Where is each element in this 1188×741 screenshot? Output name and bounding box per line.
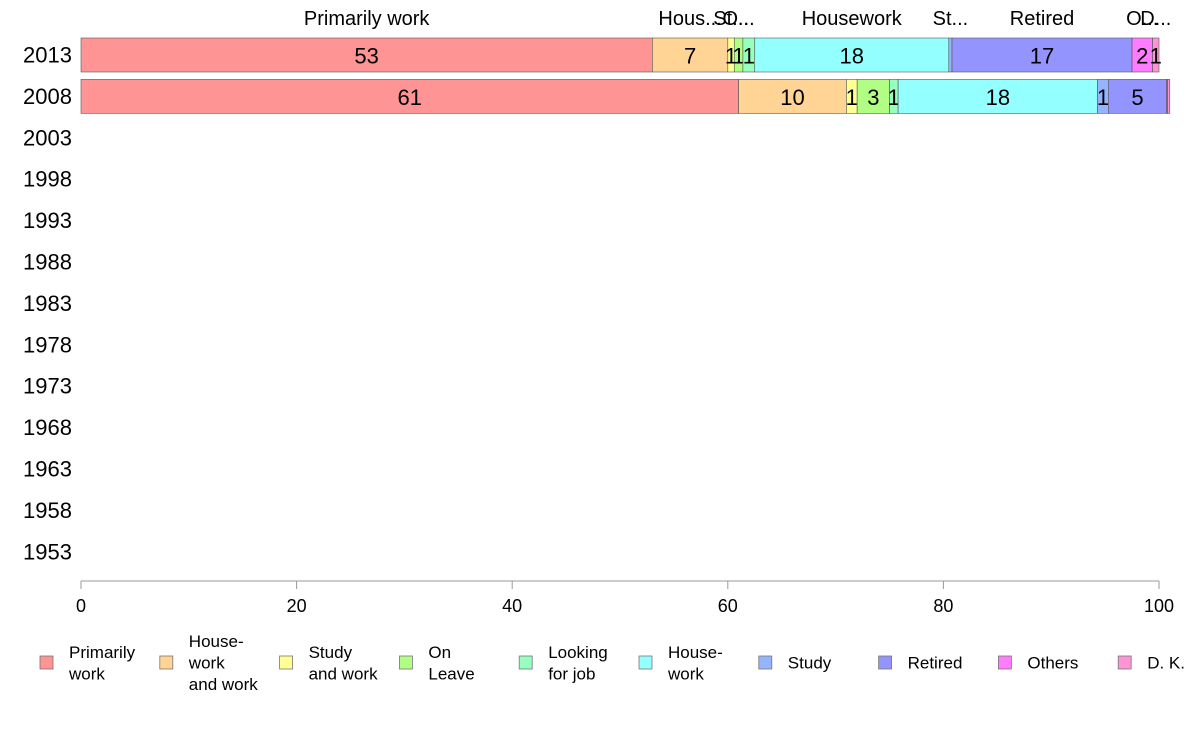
- legend-swatch: [1117, 655, 1132, 670]
- legend-label: and work: [309, 664, 378, 683]
- y-tick-label: 1983: [23, 291, 72, 316]
- legend-label: work: [188, 654, 225, 673]
- series-top-label: Housework: [802, 8, 903, 30]
- series-top-label: St...: [933, 8, 969, 30]
- bar-segment: [1167, 79, 1171, 114]
- bar-segment: [80, 37, 653, 73]
- bar-value-label: 1: [888, 85, 900, 110]
- bar-value-label: 10: [780, 85, 804, 110]
- bar-segment: [951, 37, 1133, 73]
- x-tick-label: 0: [76, 596, 86, 616]
- legend-label: Primarily: [69, 643, 136, 662]
- legend-label: work: [68, 664, 105, 683]
- y-tick-label: 2013: [23, 43, 72, 68]
- legend-swatch: [758, 655, 773, 670]
- series-top-label: Primarily work: [304, 8, 431, 30]
- legend-label: House-: [189, 632, 244, 651]
- bar-segment: [80, 79, 739, 114]
- legend-label: Retired: [908, 654, 963, 673]
- bar-value-label: 1: [1150, 44, 1162, 69]
- legend-swatch: [159, 655, 174, 670]
- legend-label: D. K.: [1147, 654, 1185, 673]
- y-tick-label: 1963: [23, 457, 72, 482]
- legend-label: Study: [309, 643, 353, 662]
- y-tick-label: 1958: [23, 498, 72, 523]
- bar-segment: [754, 37, 950, 73]
- legend-label: work: [667, 664, 704, 683]
- legend-label: Study: [788, 654, 832, 673]
- series-top-label: St...: [713, 8, 749, 30]
- bar-value-label: 17: [1030, 44, 1054, 69]
- bar-value-label: 3: [867, 85, 879, 110]
- x-tick-label: 40: [502, 596, 522, 616]
- legend-swatch: [39, 655, 54, 670]
- bar-value-label: 1: [1097, 85, 1109, 110]
- bar-value-label: 61: [398, 85, 422, 110]
- y-tick-label: 1978: [23, 332, 72, 357]
- y-tick-label: 1968: [23, 415, 72, 440]
- bar-value-label: 1: [846, 85, 858, 110]
- legend-label: House-: [668, 643, 723, 662]
- legend-label: On: [428, 643, 451, 662]
- bar-value-label: 1: [732, 44, 744, 69]
- series-top-label: O...: [722, 8, 754, 30]
- bar-value-label: 5: [1131, 85, 1143, 110]
- legend-label: Others: [1027, 654, 1078, 673]
- y-tick-label: 1993: [23, 208, 72, 233]
- series-top-label: Retired: [1010, 8, 1074, 30]
- bar-value-label: 1: [743, 44, 755, 69]
- x-tick-label: 100: [1144, 596, 1174, 616]
- bar-value-label: 18: [840, 44, 864, 69]
- bar-value-label: 7: [684, 44, 696, 69]
- x-tick-label: 80: [933, 596, 953, 616]
- legend-label: Looking: [548, 643, 608, 662]
- bar-segment: [948, 37, 953, 73]
- legend-swatch: [638, 655, 653, 670]
- y-tick-label: 1973: [23, 374, 72, 399]
- y-tick-label: 2003: [23, 125, 72, 150]
- bar-value-label: 18: [986, 85, 1010, 110]
- legend-swatch: [878, 655, 892, 670]
- legend-swatch: [998, 655, 1012, 670]
- bar-segment: [1152, 37, 1160, 73]
- series-top-label: O...: [1126, 8, 1158, 30]
- legend-label: Leave: [428, 664, 474, 683]
- y-tick-label: 1988: [23, 250, 72, 275]
- bar-segment: [652, 37, 729, 73]
- legend-swatch: [398, 655, 413, 670]
- legend-swatch: [518, 655, 533, 670]
- x-tick-label: 20: [287, 596, 307, 616]
- y-tick-label: 1953: [23, 539, 72, 564]
- bar-segment: [738, 79, 847, 114]
- bar-value-label: 2: [1136, 44, 1148, 69]
- bar-segment: [897, 79, 1098, 114]
- bar-segment: [856, 79, 890, 114]
- bar-value-label: 53: [354, 44, 378, 69]
- series-top-label: D...: [1140, 8, 1171, 30]
- x-tick-label: 60: [718, 596, 738, 616]
- y-tick-label: 2008: [23, 84, 72, 109]
- legend-label: for job: [548, 664, 595, 683]
- y-tick-label: 1998: [23, 167, 72, 192]
- series-top-label: Hous...: [658, 8, 721, 30]
- legend-swatch: [279, 655, 294, 670]
- legend-label: and work: [189, 675, 258, 694]
